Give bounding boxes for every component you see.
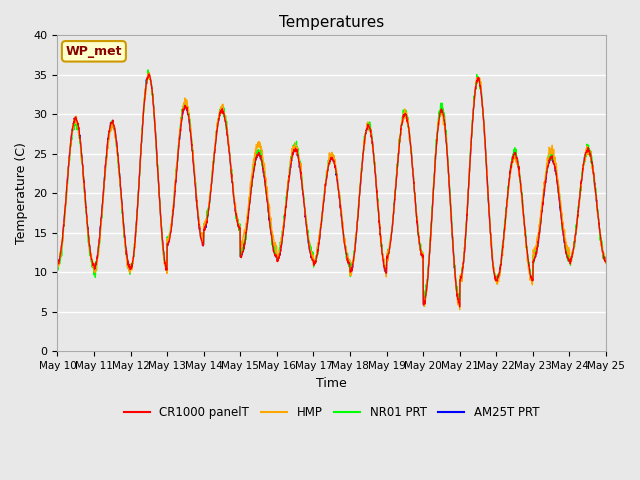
Line: AM25T PRT: AM25T PRT <box>58 73 606 306</box>
AM25T PRT <box>602 257 610 263</box>
CR1000 panelT <box>554 184 562 190</box>
HMP <box>54 264 61 270</box>
CR1000 panelT <box>360 147 367 153</box>
NR01 PRT <box>420 298 428 304</box>
AM25T PRT <box>554 185 562 191</box>
HMP <box>145 70 153 75</box>
CR1000 panelT <box>570 247 577 252</box>
HMP <box>207 184 214 190</box>
Line: HMP: HMP <box>58 72 606 310</box>
Line: CR1000 panelT: CR1000 panelT <box>58 74 606 307</box>
NR01 PRT <box>554 178 562 184</box>
HMP <box>456 307 463 312</box>
AM25T PRT <box>492 277 499 283</box>
HMP <box>360 147 367 153</box>
CR1000 panelT <box>456 304 463 310</box>
CR1000 panelT <box>54 260 61 265</box>
AM25T PRT <box>348 268 356 274</box>
CR1000 panelT <box>348 265 356 271</box>
HMP <box>348 265 356 271</box>
AM25T PRT <box>207 188 214 194</box>
NR01 PRT <box>54 264 61 270</box>
HMP <box>602 258 610 264</box>
HMP <box>570 250 577 256</box>
Line: NR01 PRT: NR01 PRT <box>58 70 606 301</box>
NR01 PRT <box>602 254 610 260</box>
Title: Temperatures: Temperatures <box>279 15 385 30</box>
NR01 PRT <box>348 266 356 272</box>
Y-axis label: Temperature (C): Temperature (C) <box>15 143 28 244</box>
HMP <box>492 278 499 284</box>
AM25T PRT <box>54 262 61 268</box>
NR01 PRT <box>207 187 214 192</box>
HMP <box>554 178 562 184</box>
AM25T PRT <box>570 248 577 254</box>
CR1000 panelT <box>207 189 214 194</box>
AM25T PRT <box>145 71 152 76</box>
AM25T PRT <box>420 303 428 309</box>
NR01 PRT <box>360 146 367 152</box>
Text: WP_met: WP_met <box>66 45 122 58</box>
NR01 PRT <box>570 249 577 255</box>
CR1000 panelT <box>492 277 499 283</box>
X-axis label: Time: Time <box>316 377 347 390</box>
NR01 PRT <box>492 272 499 277</box>
AM25T PRT <box>360 145 367 151</box>
Legend: CR1000 panelT, HMP, NR01 PRT, AM25T PRT: CR1000 panelT, HMP, NR01 PRT, AM25T PRT <box>119 401 544 424</box>
NR01 PRT <box>144 67 152 73</box>
CR1000 panelT <box>602 259 610 265</box>
CR1000 panelT <box>145 71 153 77</box>
